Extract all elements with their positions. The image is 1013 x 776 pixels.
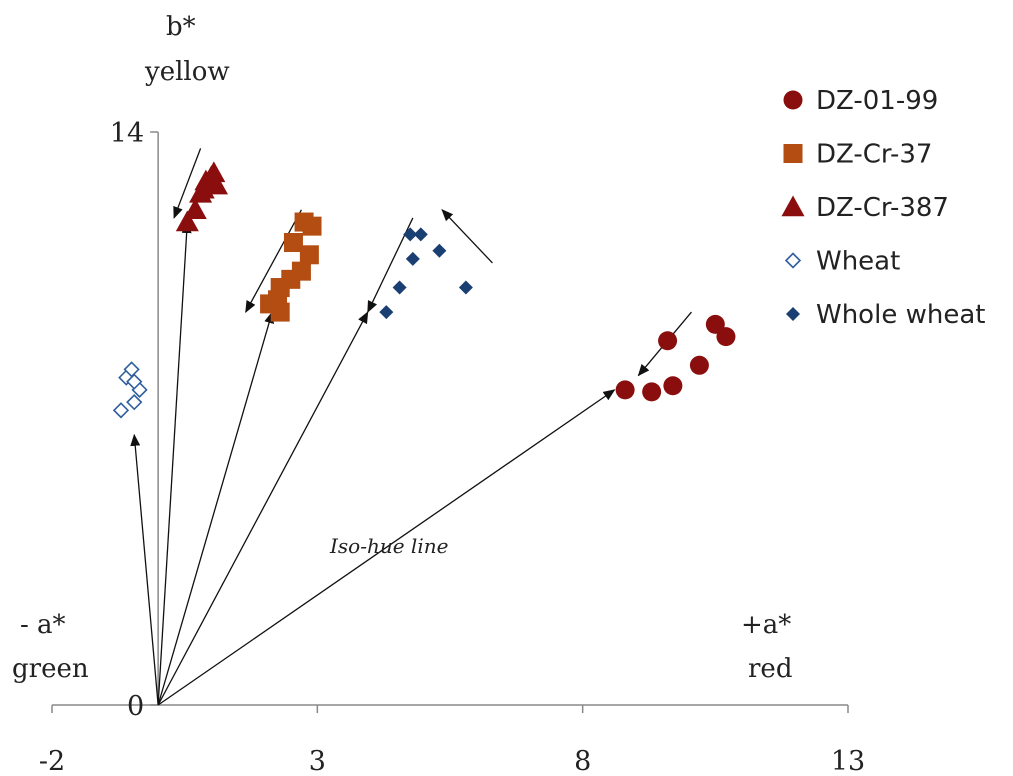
axes: -2 3 8 13 0 14: [39, 118, 865, 776]
point-dz-cr-387: [202, 161, 226, 183]
legend-marker-dz-cr-37: [783, 144, 803, 163]
point-dz-01-99: [642, 382, 662, 402]
point-whole-wheat: [405, 251, 420, 266]
iso-hue-line: [130, 433, 159, 706]
point-whole-wheat: [403, 227, 418, 242]
x-tick-label: 8: [574, 746, 591, 776]
point-whole-wheat: [432, 243, 447, 258]
legend-label-dz-cr-37: DZ-Cr-37: [816, 140, 932, 170]
iso-hue-line: [157, 311, 274, 706]
point-dz-cr-37: [299, 245, 319, 265]
legend-label-wheat: Wheat: [816, 247, 900, 277]
point-whole-wheat: [413, 227, 428, 242]
x-tick-label: -2: [39, 746, 65, 776]
iso-hue-line: [157, 389, 616, 706]
red-label: red: [748, 654, 792, 684]
point-dz-01-99: [689, 355, 709, 375]
trend-arrows: [173, 148, 692, 377]
point-dz-cr-37: [268, 290, 288, 310]
green-label: green: [12, 654, 89, 684]
point-dz-cr-387: [183, 198, 207, 219]
point-dz-01-99: [705, 314, 725, 334]
axis-words: b* yellow - a* green +a* red: [12, 12, 792, 684]
legend-marker-dz-01-99: [783, 90, 803, 110]
point-dz-cr-387: [205, 173, 229, 195]
point-whole-wheat: [458, 280, 473, 295]
iso-hue-line: [157, 311, 369, 706]
iso-hue-annotation: Iso-hue line: [329, 534, 448, 558]
point-dz-01-99: [663, 376, 683, 396]
legend-marker-whole-wheat: [786, 307, 800, 321]
point-dz-01-99: [658, 331, 678, 351]
point-wheat: [126, 373, 143, 390]
point-dz-cr-37: [302, 216, 322, 236]
y-tick-label: 0: [127, 691, 144, 722]
y-ticks: 0 14: [110, 118, 159, 722]
point-dz-cr-37: [283, 233, 303, 253]
legend-label-whole-wheat: Whole wheat: [816, 300, 985, 330]
legend-marker-dz-cr-387: [781, 195, 805, 217]
point-dz-cr-387: [191, 177, 215, 199]
trend-arrow: [441, 209, 493, 264]
x-tick-label: 13: [831, 746, 865, 776]
point-wheat: [112, 402, 130, 419]
yellow-label: yellow: [144, 57, 230, 87]
trend-arrow: [173, 148, 202, 219]
legend-marker-wheat: [784, 252, 802, 269]
x-ticks: -2 3 8 13: [39, 705, 865, 776]
legend-label-dz-01-99: DZ-01-99: [816, 86, 938, 116]
trend-arrow: [245, 209, 302, 313]
legend-label-dz-cr-387: DZ-Cr-387: [816, 193, 949, 223]
point-whole-wheat: [392, 280, 407, 295]
y-tick-label: 14: [110, 118, 144, 149]
point-dz-cr-37: [291, 261, 311, 281]
minus-a-star-label: - a*: [20, 610, 66, 640]
iso-hue-line: [157, 221, 192, 706]
legend: DZ-01-99 DZ-Cr-37 DZ-Cr-387 Wheat Whole whea…: [781, 86, 985, 330]
plus-a-star-label: +a*: [741, 610, 791, 640]
b-star-label: b*: [166, 12, 196, 42]
data-points: [112, 161, 736, 419]
x-tick-label: 3: [309, 746, 326, 776]
iso-hue-lines: [130, 221, 616, 706]
point-dz-cr-387: [175, 210, 199, 232]
point-whole-wheat: [379, 305, 394, 320]
point-dz-01-99: [716, 327, 736, 347]
point-wheat: [126, 393, 143, 411]
point-dz-01-99: [615, 380, 635, 400]
